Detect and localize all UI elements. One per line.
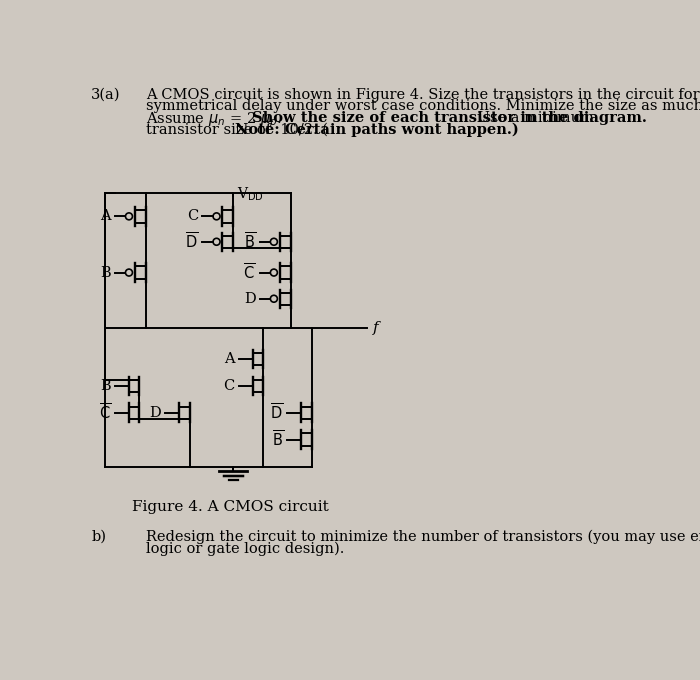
Text: Note: Certain paths wont happen.): Note: Certain paths wont happen.) bbox=[234, 122, 519, 137]
Text: A: A bbox=[100, 209, 111, 223]
Text: $\overline{\rm C}$: $\overline{\rm C}$ bbox=[99, 403, 111, 423]
Text: $\overline{\rm B}$: $\overline{\rm B}$ bbox=[272, 430, 284, 449]
Text: Assume $\mu_n$ = 2 $\mu_p$.: Assume $\mu_n$ = 2 $\mu_p$. bbox=[146, 111, 283, 131]
Text: Figure 4. A CMOS circuit: Figure 4. A CMOS circuit bbox=[132, 500, 329, 515]
Text: logic or gate logic design).: logic or gate logic design). bbox=[146, 541, 344, 556]
Text: symmetrical delay under worst case conditions. Minimize the size as much as poss: symmetrical delay under worst case condi… bbox=[146, 99, 700, 114]
Text: A CMOS circuit is shown in Figure 4. Size the transistors in the circuit for mor: A CMOS circuit is shown in Figure 4. Siz… bbox=[146, 88, 700, 102]
Text: Show the size of each transistor in the diagram.: Show the size of each transistor in the … bbox=[252, 111, 647, 125]
Text: B: B bbox=[100, 266, 111, 279]
Text: D: D bbox=[149, 406, 161, 420]
Text: C: C bbox=[187, 209, 198, 223]
Text: Redesign the circuit to minimize the number of transistors (you may use either p: Redesign the circuit to minimize the num… bbox=[146, 530, 700, 544]
Text: C: C bbox=[223, 379, 235, 393]
Text: 3(a): 3(a) bbox=[92, 88, 121, 102]
Text: $\overline{\rm D}$: $\overline{\rm D}$ bbox=[270, 403, 284, 423]
Text: $\overline{\rm B}$: $\overline{\rm B}$ bbox=[244, 232, 256, 252]
Text: Use a minimum: Use a minimum bbox=[473, 111, 594, 125]
Text: $\overline{\rm C}$: $\overline{\rm C}$ bbox=[244, 262, 256, 283]
Text: A: A bbox=[224, 352, 234, 366]
Text: B: B bbox=[100, 379, 111, 393]
Text: $\overline{\rm D}$: $\overline{\rm D}$ bbox=[185, 232, 198, 252]
Text: b): b) bbox=[92, 530, 106, 544]
Text: f: f bbox=[372, 321, 378, 335]
Text: D: D bbox=[244, 292, 256, 306]
Text: transistor size of  10/2. (: transistor size of 10/2. ( bbox=[146, 122, 328, 137]
Text: V$_{\rm DD}$: V$_{\rm DD}$ bbox=[237, 186, 264, 203]
